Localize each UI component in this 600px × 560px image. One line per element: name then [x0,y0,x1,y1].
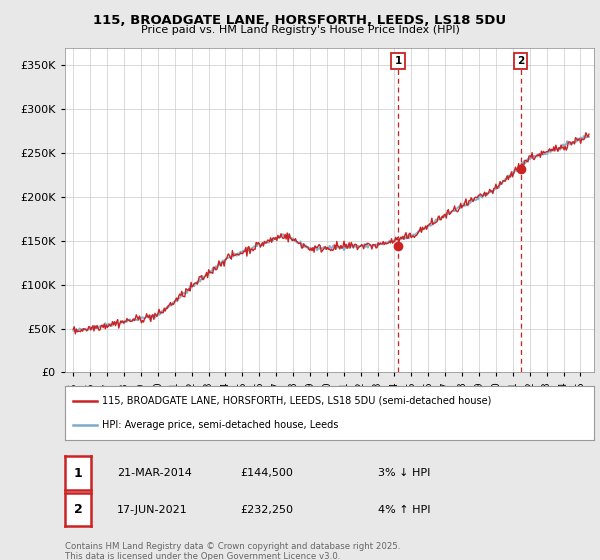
Text: 17-JUN-2021: 17-JUN-2021 [117,505,188,515]
Text: 115, BROADGATE LANE, HORSFORTH, LEEDS, LS18 5DU: 115, BROADGATE LANE, HORSFORTH, LEEDS, L… [94,14,506,27]
Text: £232,250: £232,250 [240,505,293,515]
Text: HPI: Average price, semi-detached house, Leeds: HPI: Average price, semi-detached house,… [102,420,338,430]
Text: 4% ↑ HPI: 4% ↑ HPI [378,505,431,515]
Text: 115, BROADGATE LANE, HORSFORTH, LEEDS, LS18 5DU (semi-detached house): 115, BROADGATE LANE, HORSFORTH, LEEDS, L… [102,396,491,406]
Text: 1: 1 [74,466,82,480]
Text: 2: 2 [517,56,524,66]
Text: 2: 2 [74,503,82,516]
Text: £144,500: £144,500 [240,468,293,478]
Text: 21-MAR-2014: 21-MAR-2014 [117,468,192,478]
Text: 1: 1 [395,56,402,66]
Text: 3% ↓ HPI: 3% ↓ HPI [378,468,430,478]
Text: Contains HM Land Registry data © Crown copyright and database right 2025.
This d: Contains HM Land Registry data © Crown c… [65,542,400,560]
Text: Price paid vs. HM Land Registry's House Price Index (HPI): Price paid vs. HM Land Registry's House … [140,25,460,35]
